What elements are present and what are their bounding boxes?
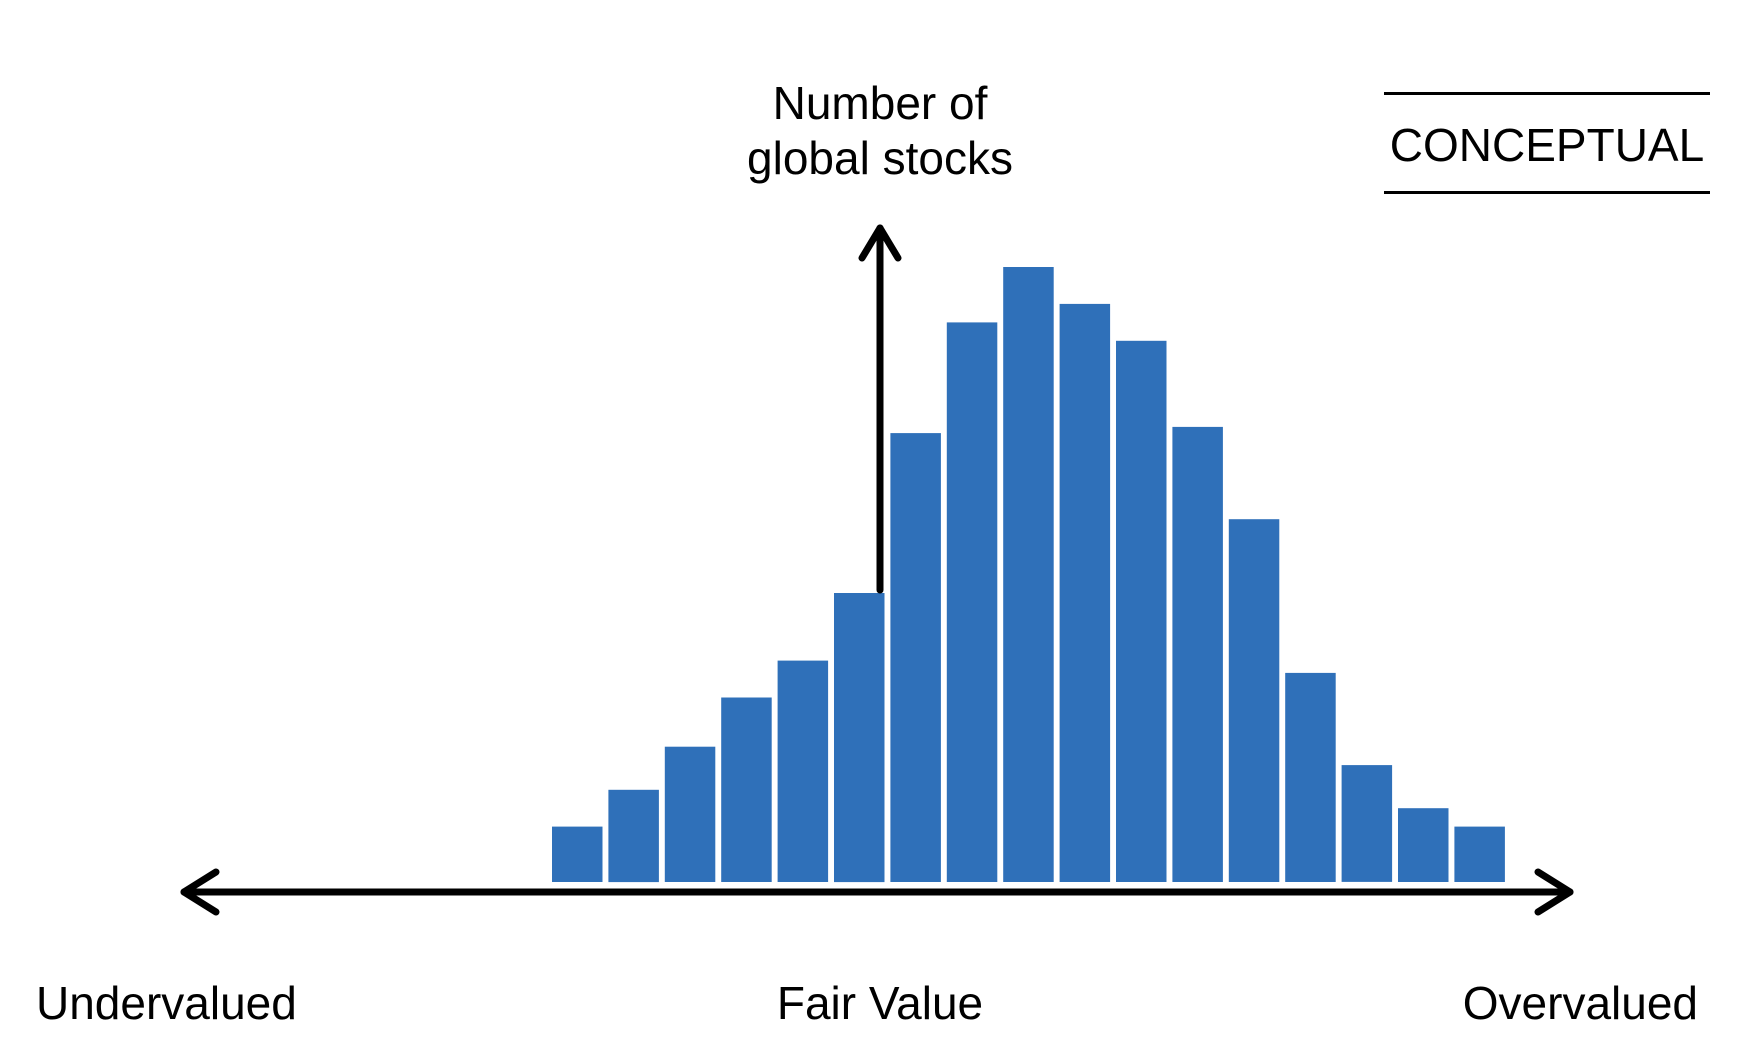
histogram-bar-16: [1398, 808, 1449, 882]
histogram-bar-3: [664, 746, 716, 882]
histogram-bar-13: [1228, 519, 1280, 882]
histogram-bar-12: [1172, 426, 1223, 882]
y-axis-label: Number of global stocks: [640, 76, 1120, 186]
x-label-undervalued: Undervalued: [36, 977, 297, 1029]
y-axis-label-line-1: Number of: [772, 77, 988, 129]
stamp-top-rule: [1384, 92, 1710, 95]
histogram-bar-8: [946, 322, 998, 882]
histogram-bar-7: [890, 433, 941, 882]
x-label-overvalued: Overvalued: [1462, 977, 1698, 1029]
conceptual-stamp: CONCEPTUAL: [1389, 119, 1705, 171]
histogram-bar-9: [1003, 267, 1054, 882]
stamp-bottom-rule: [1384, 191, 1710, 194]
bars-group: [552, 267, 1505, 883]
histogram-bar-4: [721, 697, 772, 882]
histogram-bar-6: [834, 593, 885, 883]
histogram-bar-1: [552, 826, 603, 882]
x-axis-double-arrow: [180, 868, 1574, 916]
y-axis-arrow: [858, 224, 902, 594]
histogram-bar-5: [777, 660, 829, 882]
histogram-bar-11: [1116, 340, 1167, 882]
x-label-fair-value-text: Fair Value: [776, 977, 984, 1029]
y-axis-label-line-2: global stocks: [747, 132, 1013, 185]
histogram-bar-17: [1454, 826, 1505, 882]
histogram-bar-10: [1059, 303, 1111, 882]
histogram-bar-14: [1285, 672, 1336, 882]
histogram-bar-15: [1341, 765, 1393, 882]
histogram-bar-2: [608, 789, 659, 883]
